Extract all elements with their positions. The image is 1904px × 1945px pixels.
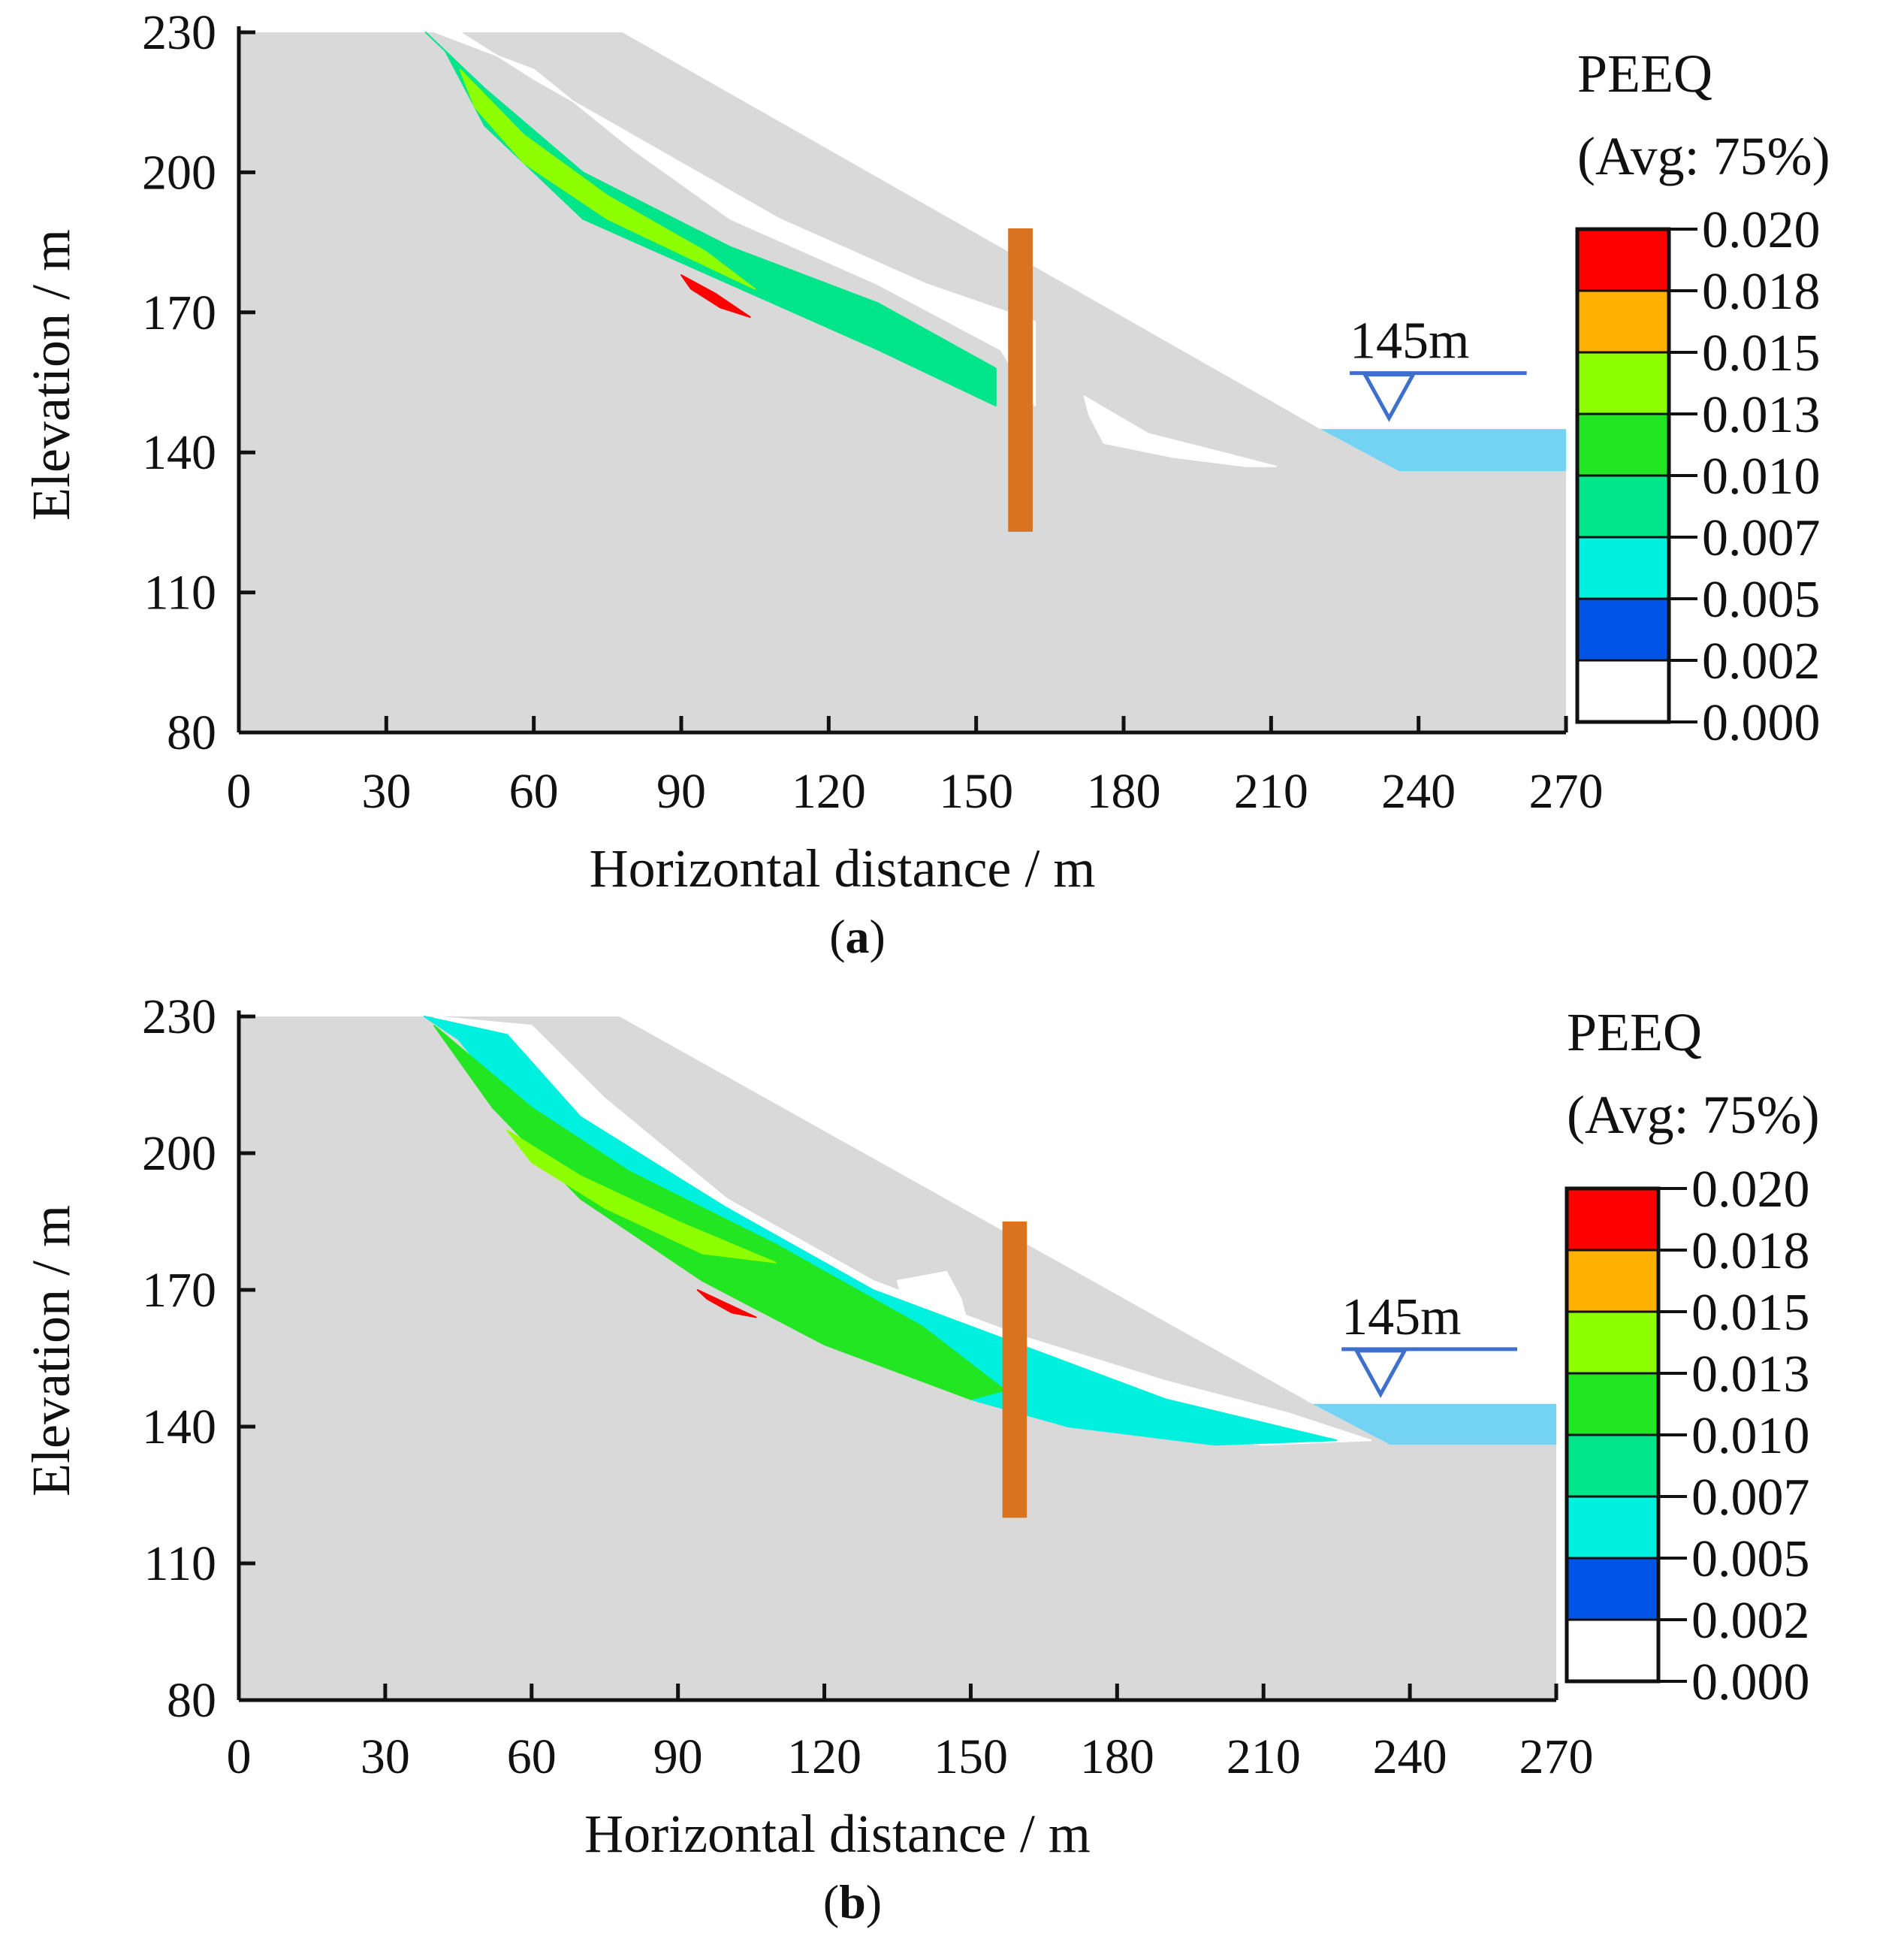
legend-value: 0.020 <box>1702 201 1821 259</box>
anti-slide-pile <box>1008 228 1033 532</box>
x-tick-label: 240 <box>1381 764 1456 819</box>
legend-subtitle: (Avg: 75%) <box>1577 126 1830 186</box>
y-tick-label: 80 <box>167 705 216 760</box>
x-tick-label: 30 <box>361 764 411 819</box>
x-axis-label: Horizontal distance / m <box>590 838 1096 899</box>
water-level-label: 145m <box>1341 1288 1461 1346</box>
legend-swatch <box>1565 1187 1660 1252</box>
panel-a: 145m 0 30 60 90 120 150 180 210 240 270 80 110 140 170… <box>21 5 1830 963</box>
legend-value: 0.000 <box>1702 694 1821 752</box>
legend-value: 0.007 <box>1691 1469 1810 1527</box>
peeq-zone-0.020 <box>680 274 751 318</box>
legend-value: 0.013 <box>1702 386 1821 444</box>
legend-value: 0.007 <box>1702 509 1821 567</box>
water-level-triangle <box>1353 1349 1408 1399</box>
x-tick-label: 120 <box>787 1729 861 1784</box>
reservoir-water <box>1320 429 1566 472</box>
legend-swatch <box>1565 1310 1660 1375</box>
x-tick-label: 0 <box>227 764 252 819</box>
legend-value: 0.005 <box>1691 1530 1810 1588</box>
y-tick-label: 140 <box>142 425 216 480</box>
x-tick-label: 0 <box>227 1729 252 1784</box>
y-tick-label: 170 <box>142 1263 216 1318</box>
legend-swatch <box>1576 659 1670 723</box>
x-tick-label: 270 <box>1529 764 1604 819</box>
panel-label: (a) <box>829 910 886 963</box>
panel-b: 145m 0 30 60 90 120 150 180 210 240 270 80 110 140 170… <box>21 989 1820 1928</box>
legend-swatch <box>1576 597 1670 662</box>
legend-title: PEEQ <box>1567 1002 1702 1062</box>
y-axis-label: Elevation / m <box>21 229 81 521</box>
legend-value: 0.000 <box>1691 1654 1810 1711</box>
water-level-label: 145m <box>1350 313 1469 370</box>
legend-swatch <box>1565 1249 1660 1313</box>
legend-value: 0.010 <box>1702 448 1821 506</box>
y-tick-label: 230 <box>142 989 216 1044</box>
peeq-zone-0.002 <box>434 32 1036 407</box>
y-tick-label: 140 <box>142 1400 216 1454</box>
x-tick-label: 120 <box>792 764 866 819</box>
y-tick-label: 230 <box>142 5 216 60</box>
y-tick-label: 200 <box>142 145 216 200</box>
legend-subtitle: (Avg: 75%) <box>1567 1085 1820 1145</box>
legend-value: 0.002 <box>1691 1592 1810 1650</box>
water-level-triangle <box>1362 373 1417 422</box>
x-tick-label: 90 <box>656 764 706 819</box>
legend-value: 0.018 <box>1691 1222 1810 1280</box>
peeq-zone-0.010 <box>424 32 997 407</box>
legend-value: 0.015 <box>1702 325 1821 382</box>
legend-swatch <box>1565 1495 1660 1560</box>
x-tick-label: 60 <box>509 764 559 819</box>
legend-value: 0.018 <box>1702 263 1821 321</box>
legend-title: PEEQ <box>1577 44 1712 104</box>
x-axis-label: Horizontal distance / m <box>584 1804 1091 1864</box>
legend-swatch <box>1576 536 1670 600</box>
legend-value: 0.010 <box>1691 1407 1810 1465</box>
x-tick-label: 150 <box>934 1729 1008 1784</box>
x-tick-label: 210 <box>1227 1729 1301 1784</box>
peeq-zone-0.020 <box>696 1289 757 1318</box>
legend-swatch <box>1576 228 1670 292</box>
anti-slide-pile <box>1002 1222 1027 1518</box>
legend-value: 0.013 <box>1691 1345 1810 1403</box>
y-tick-label: 170 <box>142 285 216 340</box>
x-tick-label: 270 <box>1519 1729 1594 1784</box>
x-tick-label: 210 <box>1234 764 1308 819</box>
peeq-zone-0.002 <box>1083 395 1277 467</box>
legend-swatch <box>1565 1557 1660 1621</box>
legend-swatch <box>1565 1372 1660 1436</box>
peeq-zone-0.015 <box>506 1129 777 1264</box>
legend-swatch <box>1565 1433 1660 1498</box>
x-tick-label: 240 <box>1373 1729 1447 1784</box>
y-tick-label: 110 <box>143 566 216 621</box>
x-tick-label: 30 <box>361 1729 410 1784</box>
legend-swatch <box>1576 289 1670 354</box>
panel-label: (b) <box>823 1875 882 1928</box>
legend-swatch <box>1576 412 1670 477</box>
y-tick-label: 80 <box>167 1673 216 1728</box>
peeq-zone-0.015 <box>459 68 756 290</box>
slope-body <box>239 32 1566 732</box>
y-axis-label: Elevation / m <box>21 1205 81 1497</box>
y-tick-label: 200 <box>142 1126 216 1181</box>
x-tick-label: 60 <box>507 1729 557 1784</box>
legend-value: 0.015 <box>1691 1284 1810 1342</box>
legend-value: 0.005 <box>1702 571 1821 629</box>
x-tick-label: 180 <box>1080 1729 1154 1784</box>
y-tick-label: 110 <box>143 1536 216 1591</box>
legend-swatch <box>1576 474 1670 539</box>
x-tick-label: 180 <box>1087 764 1161 819</box>
legend-swatch <box>1565 1618 1660 1683</box>
legend-value: 0.020 <box>1691 1161 1810 1219</box>
reservoir-water <box>1312 1403 1556 1445</box>
legend-swatch <box>1576 351 1670 415</box>
x-tick-label: 90 <box>653 1729 703 1784</box>
x-tick-label: 150 <box>939 764 1013 819</box>
legend-value: 0.002 <box>1702 633 1821 690</box>
